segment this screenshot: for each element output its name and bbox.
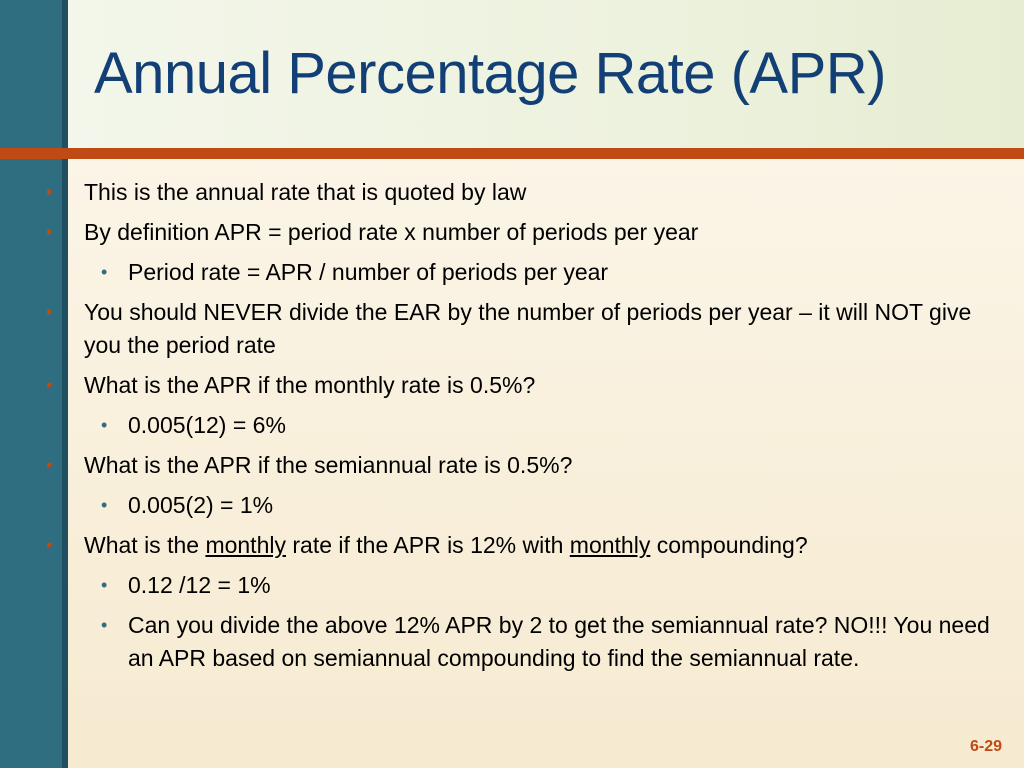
bullet-icon: • — [46, 455, 53, 475]
sub-bullet-item: • 0.12 /12 = 1% — [84, 569, 1000, 602]
bullet-icon: • — [46, 375, 53, 395]
sub-bullet-icon: • — [101, 415, 108, 435]
slide-title: Annual Percentage Rate (APR) — [94, 41, 887, 106]
sub-bullet-text: 0.005(12) = 6% — [128, 412, 286, 438]
sub-bullet-item: • Can you divide the above 12% APR by 2 … — [84, 609, 1000, 675]
bullet-text: By definition APR = period rate x number… — [84, 219, 699, 245]
sub-bullet-item: • 0.005(2) = 1% — [84, 489, 1000, 522]
bullet-text: What is the monthly rate if the APR is 1… — [84, 532, 808, 558]
bullet-icon: • — [46, 535, 53, 555]
sub-bullet-text: Can you divide the above 12% APR by 2 to… — [128, 612, 990, 671]
slide-number: 6-29 — [969, 738, 1002, 755]
content-area — [68, 159, 1024, 768]
bullet-text: This is the annual rate that is quoted b… — [84, 179, 527, 205]
bullet-list: • This is the annual rate that is quoted… — [46, 176, 1000, 682]
bullet-item: • What is the monthly rate if the APR is… — [46, 529, 1000, 562]
bullet-item: • What is the APR if the semiannual rate… — [46, 449, 1000, 482]
sub-bullet-icon: • — [101, 262, 108, 282]
bullet-item: • What is the APR if the monthly rate is… — [46, 369, 1000, 402]
bullet-text: What is the APR if the monthly rate is 0… — [84, 372, 536, 398]
bullet-icon: • — [46, 302, 53, 322]
sub-bullet-icon: • — [101, 575, 108, 595]
sub-bullet-text: 0.005(2) = 1% — [128, 492, 274, 518]
underlined-term: monthly — [569, 532, 651, 558]
bullet-text: What is the APR if the semiannual rate i… — [84, 452, 573, 478]
text-segment: compounding? — [650, 532, 808, 558]
sub-bullet-text: 0.12 /12 = 1% — [128, 572, 271, 598]
sub-bullet-icon: • — [101, 495, 108, 515]
sub-bullet-text: Period rate = APR / number of periods pe… — [128, 259, 609, 285]
text-segment: What is the — [84, 532, 206, 558]
sub-bullet-item: • 0.005(12) = 6% — [84, 409, 1000, 442]
bullet-item: • You should NEVER divide the EAR by the… — [46, 296, 1000, 362]
bullet-item: • By definition APR = period rate x numb… — [46, 216, 1000, 249]
title-divider — [0, 148, 1024, 159]
left-sidebar-band — [0, 0, 62, 768]
left-sidebar-edge — [62, 0, 68, 768]
bullet-icon: • — [46, 182, 53, 202]
sub-bullet-item: • Period rate = APR / number of periods … — [84, 256, 1000, 289]
title-area — [68, 0, 1024, 148]
bullet-item: • This is the annual rate that is quoted… — [46, 176, 1000, 209]
underlined-term: monthly — [205, 532, 286, 558]
sub-bullet-icon: • — [101, 615, 108, 635]
bullet-icon: • — [46, 222, 53, 242]
bullet-text: You should NEVER divide the EAR by the n… — [84, 299, 972, 358]
text-segment: rate if the APR is 12% with — [285, 532, 570, 558]
